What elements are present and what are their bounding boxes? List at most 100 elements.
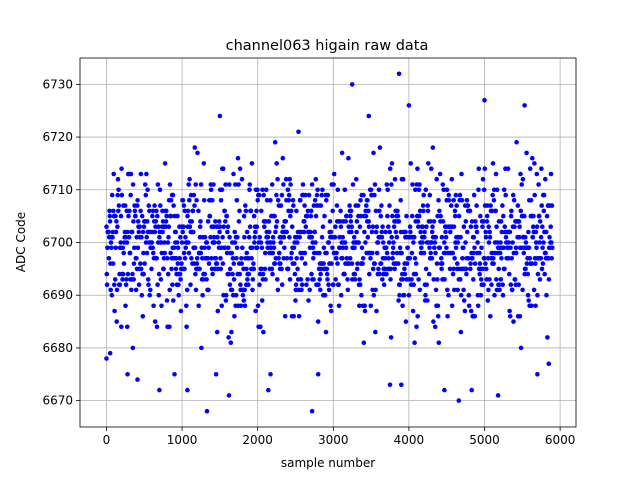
data-point [413, 187, 418, 193]
data-point [400, 303, 405, 309]
data-point [518, 345, 524, 351]
data-point [371, 292, 377, 298]
data-point [147, 208, 152, 214]
data-point [260, 271, 266, 277]
data-point [208, 187, 214, 193]
data-point [257, 234, 263, 240]
data-point [537, 240, 542, 245]
data-point [536, 182, 541, 187]
data-point [443, 234, 449, 240]
data-point [433, 234, 439, 240]
data-point [186, 250, 192, 256]
data-point [261, 192, 267, 198]
data-point [460, 255, 465, 261]
data-point [416, 224, 421, 229]
data-point [188, 282, 193, 288]
data-point [309, 234, 315, 240]
data-point [491, 198, 497, 203]
data-point [342, 240, 348, 245]
data-point [221, 224, 227, 229]
data-point [533, 229, 539, 235]
data-point [175, 213, 180, 219]
data-point [107, 208, 112, 214]
data-point [472, 314, 478, 319]
data-point [379, 229, 385, 235]
data-point [231, 261, 237, 266]
data-point [374, 224, 380, 229]
data-point [134, 255, 139, 261]
data-point [368, 303, 374, 309]
data-point [543, 176, 548, 182]
data-point [255, 187, 260, 193]
data-point [278, 240, 284, 245]
data-point [505, 166, 511, 171]
data-point [293, 298, 298, 303]
data-point [424, 224, 429, 229]
data-point [206, 261, 212, 266]
data-point [120, 271, 126, 277]
data-point [500, 292, 506, 298]
y-tick-label: 6730 [42, 77, 73, 91]
data-point [332, 234, 338, 240]
data-point [445, 314, 450, 319]
data-point [411, 282, 417, 288]
data-point [333, 277, 339, 282]
data-point [390, 250, 396, 256]
data-point [409, 250, 415, 256]
data-point [523, 266, 528, 272]
data-point [476, 187, 481, 193]
data-point [230, 255, 236, 261]
data-point [302, 250, 308, 256]
data-point [184, 303, 189, 309]
data-point [362, 229, 367, 235]
data-point [390, 245, 396, 251]
data-point [471, 192, 477, 198]
data-point [317, 277, 323, 282]
data-point [327, 219, 333, 224]
data-point [379, 203, 384, 208]
data-point [270, 234, 276, 240]
data-point [455, 261, 460, 266]
data-point [180, 198, 186, 203]
data-point [432, 240, 438, 245]
data-point [309, 408, 315, 414]
data-point [526, 229, 531, 235]
data-point [446, 198, 452, 203]
data-point [455, 287, 460, 293]
data-point [246, 234, 252, 240]
data-point [219, 187, 225, 193]
data-point [110, 229, 116, 235]
data-point [263, 277, 268, 282]
data-point [549, 203, 555, 208]
data-point [324, 271, 330, 277]
data-point [132, 208, 138, 214]
data-point [166, 234, 171, 240]
data-point [233, 292, 239, 298]
data-point [113, 229, 119, 235]
data-point [255, 198, 260, 203]
data-point [218, 255, 223, 261]
data-point [446, 292, 451, 298]
data-point [307, 287, 313, 293]
data-point [241, 213, 247, 219]
data-point [104, 271, 110, 277]
data-point [431, 277, 437, 282]
data-point [370, 250, 375, 256]
data-point [276, 250, 282, 256]
data-point [150, 245, 155, 251]
data-point [532, 161, 537, 166]
data-point [255, 303, 261, 309]
data-point [494, 187, 500, 193]
data-point [534, 224, 540, 229]
data-point [331, 182, 336, 187]
data-point [181, 250, 187, 256]
data-point [331, 171, 337, 177]
data-point [493, 208, 499, 214]
data-point [193, 287, 199, 293]
data-point [204, 277, 209, 282]
data-point [439, 234, 445, 240]
data-point [141, 224, 147, 229]
data-point [313, 213, 319, 219]
data-point [196, 303, 201, 309]
data-point [328, 308, 334, 314]
